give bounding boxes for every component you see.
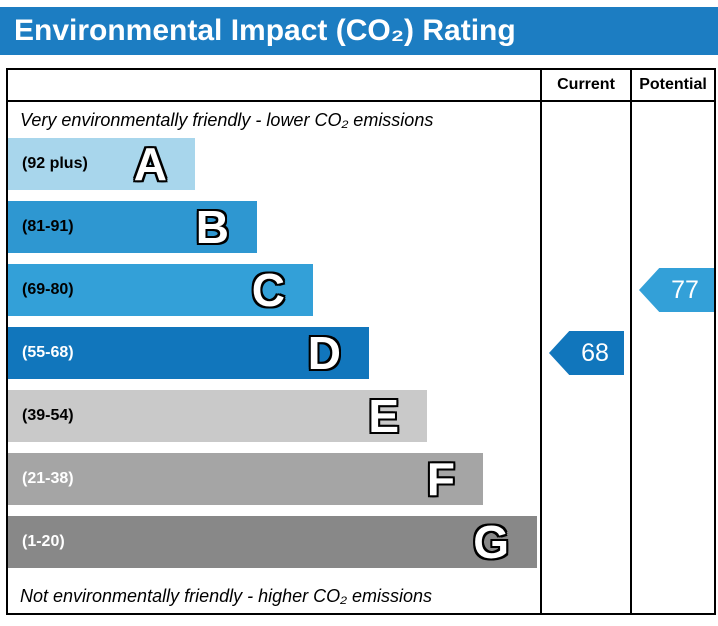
band-letter: F	[426, 453, 455, 505]
potential-column: 77	[630, 102, 714, 613]
band-range-label: (55-68)	[22, 344, 74, 361]
current-rating-value: 68	[581, 338, 609, 367]
band-letter: A	[133, 138, 167, 190]
potential-rating-arrow: 77	[639, 268, 714, 312]
epc-band: (81-91) B	[8, 201, 257, 253]
band-letter: G	[473, 516, 509, 568]
band-letter: B	[195, 201, 229, 253]
band-range-label: (69-80)	[22, 281, 74, 298]
band-range-label: (1-20)	[22, 533, 65, 550]
table-header: Current Potential	[8, 70, 714, 102]
epc-band: (21-38) F	[8, 453, 483, 505]
band-letter: D	[307, 327, 341, 379]
bands-column: Very environmentally friendly - lower CO…	[8, 102, 540, 613]
epc-band: (92 plus) A	[8, 138, 195, 190]
epc-environmental-impact-chart: Environmental Impact (CO₂) Rating Curren…	[0, 7, 718, 615]
current-column: 68	[540, 102, 630, 613]
band-range-label: (39-54)	[22, 407, 74, 424]
header-current: Current	[540, 70, 630, 100]
bottom-note: Not environmentally friendly - higher CO…	[20, 585, 433, 606]
epc-band: (55-68) D	[8, 327, 369, 379]
band-range-label: (92 plus)	[22, 155, 88, 172]
rating-table: Current Potential Very environmentally f…	[6, 68, 716, 615]
band-letter: C	[251, 264, 285, 316]
current-rating-arrow: 68	[549, 331, 624, 375]
epc-band: (69-80) C	[8, 264, 313, 316]
band-range-label: (81-91)	[22, 218, 74, 235]
top-note: Very environmentally friendly - lower CO…	[20, 109, 434, 130]
header-spacer	[8, 70, 540, 100]
band-range-label: (21-38)	[22, 470, 74, 487]
potential-rating-value: 77	[671, 275, 699, 304]
epc-band: (1-20) G	[8, 516, 537, 568]
page-title: Environmental Impact (CO₂) Rating	[0, 7, 718, 55]
band-letter: E	[368, 390, 399, 442]
header-potential: Potential	[630, 70, 714, 100]
table-body: Very environmentally friendly - lower CO…	[8, 102, 714, 613]
epc-band: (39-54) E	[8, 390, 427, 442]
